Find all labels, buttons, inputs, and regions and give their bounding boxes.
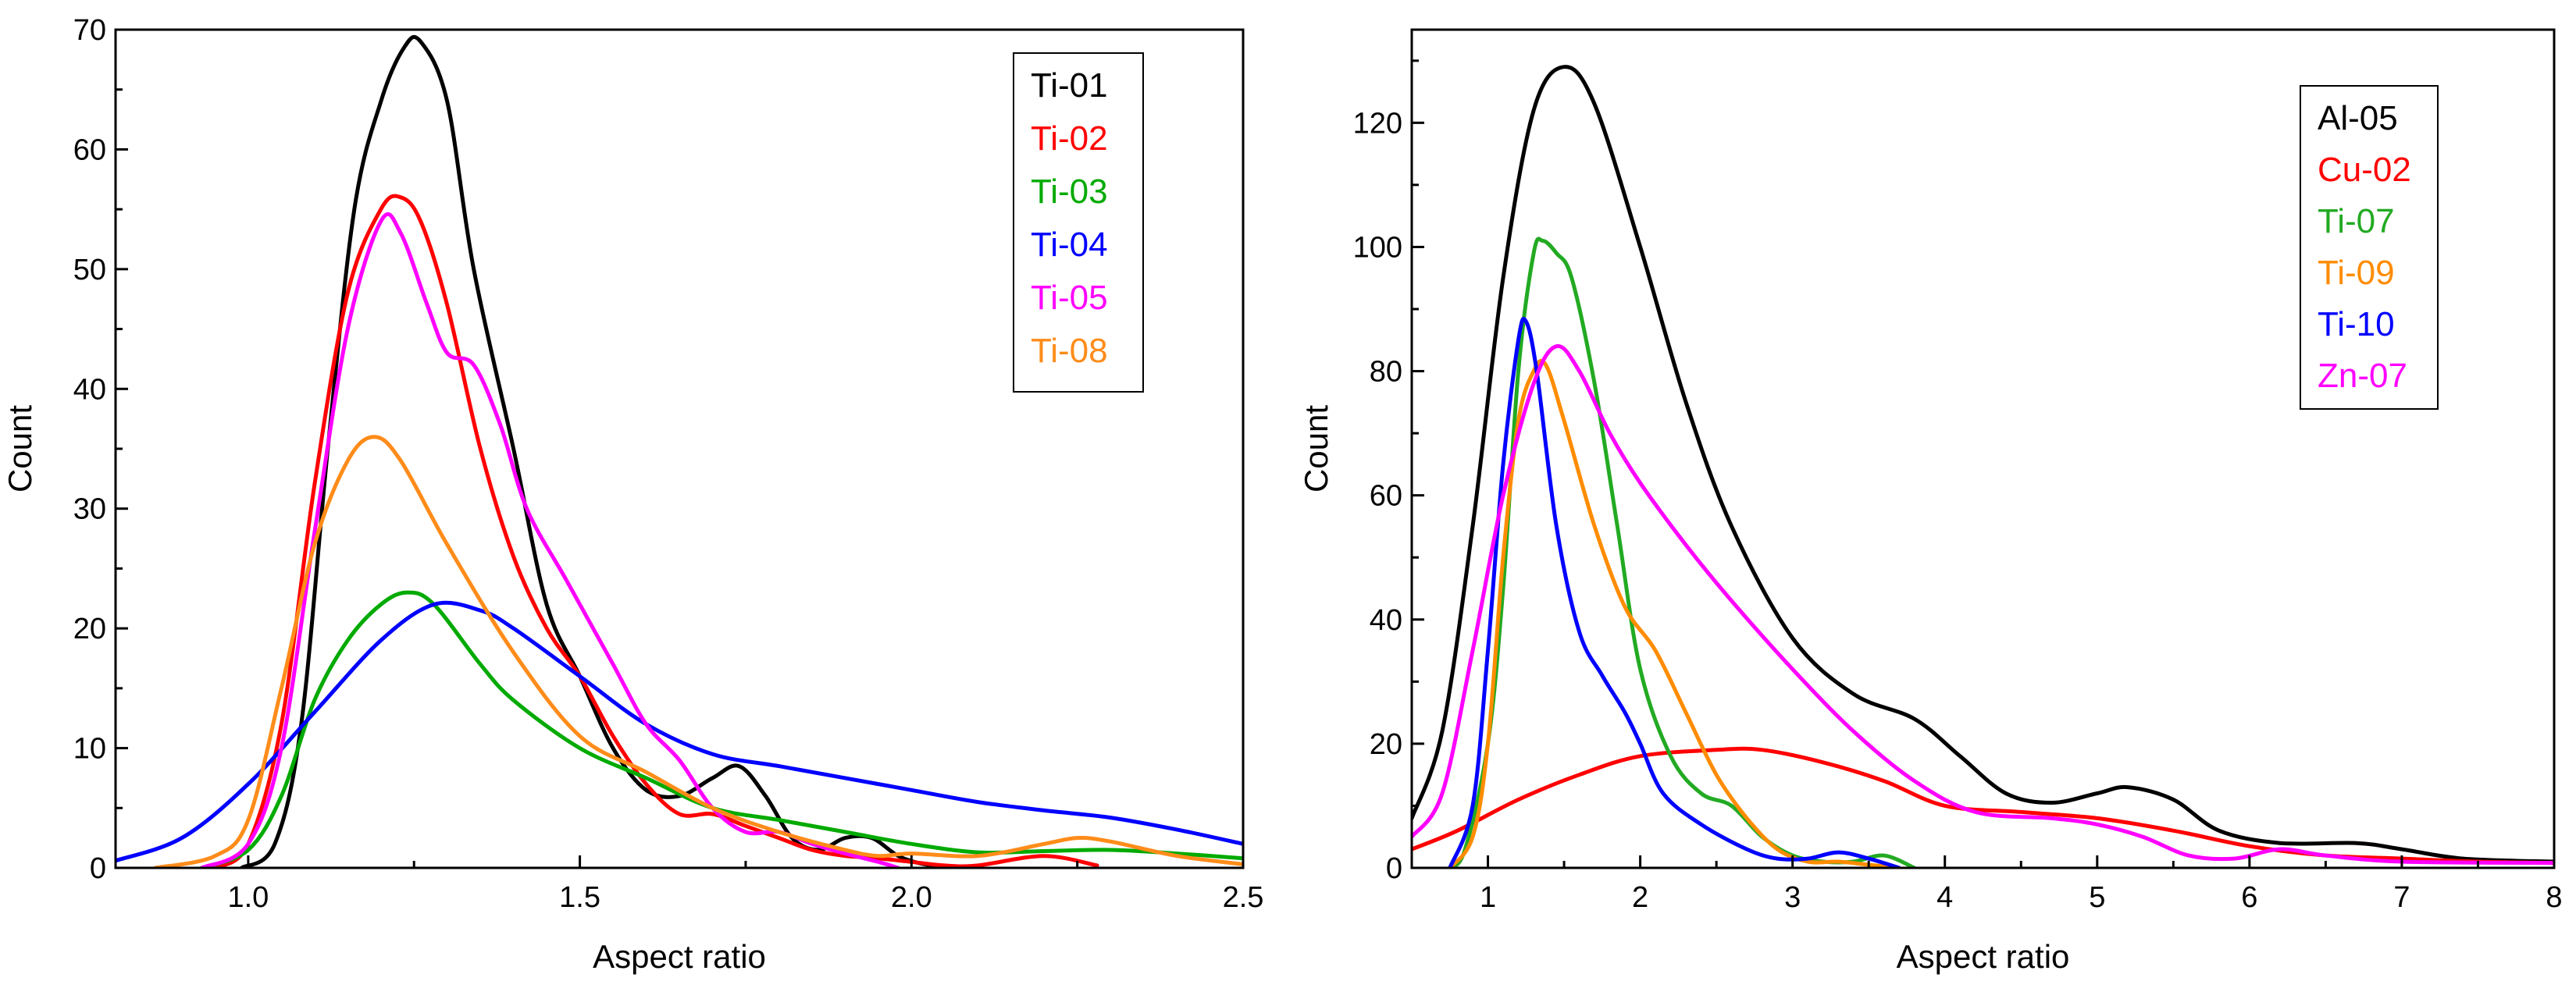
- legend-item-cu-02: Cu-02: [2318, 151, 2411, 189]
- x-tick-label: 2: [1632, 881, 1648, 914]
- legend-item-ti-01: Ti-01: [1031, 66, 1108, 105]
- series-line-zn-07: [1412, 344, 2554, 866]
- legend-item-ti-10: Ti-10: [2318, 305, 2395, 343]
- y-tick-label: 10: [73, 733, 106, 766]
- legend-item-ti-07: Ti-07: [2318, 202, 2395, 240]
- x-axis-title: Aspect ratio: [1897, 938, 2070, 975]
- series-line-ti-02: [212, 194, 1099, 868]
- y-tick-label: 20: [73, 613, 106, 645]
- x-tick-label: 2.5: [1223, 881, 1264, 914]
- series-line-ti-05: [199, 212, 900, 868]
- y-tick-label: 20: [1370, 728, 1402, 761]
- y-tick-label: 60: [73, 133, 106, 166]
- series-group: [116, 34, 1243, 868]
- y-axis-title: Count: [1298, 405, 1334, 492]
- x-tick-label: 5: [2089, 881, 2105, 914]
- legend-box: [2300, 85, 2439, 410]
- series-line-ti-10: [1448, 317, 1901, 868]
- y-tick-label: 100: [1353, 231, 1402, 264]
- y-tick-label: 60: [1370, 480, 1402, 513]
- x-tick-label: 3: [1784, 881, 1801, 914]
- x-tick-label: 8: [2546, 881, 2562, 914]
- y-tick-label: 0: [1386, 852, 1402, 885]
- y-tick-label: 70: [73, 14, 106, 47]
- x-tick-label: 6: [2241, 881, 2257, 914]
- x-axis-title: Aspect ratio: [593, 938, 766, 975]
- x-tick-label: 1: [1480, 881, 1496, 914]
- plot-frame: [1410, 28, 2556, 869]
- legend-item-ti-05: Ti-05: [1031, 279, 1108, 317]
- legend-item-zn-07: Zn-07: [2318, 357, 2407, 395]
- y-tick-label: 40: [1370, 604, 1402, 637]
- series-line-ti-08: [153, 435, 1243, 868]
- x-tick-label: 7: [2393, 881, 2410, 914]
- series-line-ti-01: [239, 34, 960, 868]
- left-chart: 1.0 1.5 2.0 2.5 0 10 20 30 40 50 60 70 Aspect ratio C…: [2, 14, 1263, 975]
- legend-item-ti-04: Ti-04: [1031, 226, 1108, 264]
- series-line-ti-09: [1448, 358, 1901, 868]
- series-line-al-05: [1412, 65, 2554, 864]
- y-tick-label: 0: [90, 852, 106, 885]
- y-axis-title: Count: [2, 405, 38, 492]
- y-tick-label: 80: [1370, 356, 1402, 389]
- x-tick-label: 2.0: [891, 881, 932, 914]
- y-tick-label: 30: [73, 493, 106, 526]
- x-tick-label: 1.5: [559, 881, 600, 914]
- y-tick-label: 120: [1353, 107, 1402, 140]
- legend-item-ti-02: Ti-02: [1031, 119, 1108, 158]
- x-tick-label: 4: [1936, 881, 1953, 914]
- x-tick-label: 1.0: [227, 881, 269, 914]
- legend-item-ti-03: Ti-03: [1031, 172, 1108, 211]
- legend-box: [1013, 52, 1144, 393]
- y-tick-label: 50: [73, 254, 106, 286]
- y-tick-label: 40: [73, 373, 106, 406]
- legend-item-ti-08: Ti-08: [1031, 332, 1108, 370]
- legend-item-ti-09: Ti-09: [2318, 254, 2395, 292]
- series-line-ti-03: [199, 590, 1243, 868]
- legend-item-al-05: Al-05: [2318, 99, 2398, 137]
